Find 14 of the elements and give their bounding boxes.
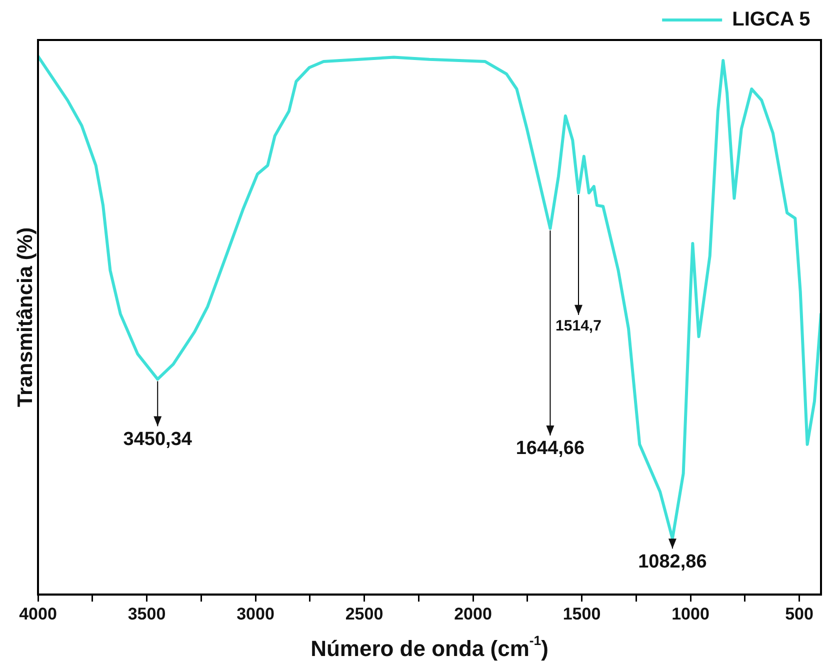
annotation: 1514,7	[556, 318, 602, 335]
x-tick-label: 1000	[672, 604, 710, 624]
y-axis-title: Transmitância (%)	[14, 227, 37, 408]
x-tick-label: 3000	[236, 604, 274, 624]
x-tick-label: 2000	[454, 604, 492, 624]
x-tick-label: 1500	[562, 604, 601, 624]
x-tick-label: 3500	[128, 604, 166, 624]
annotation: 3450,34	[123, 428, 192, 450]
x-tick-label: 500	[785, 604, 814, 624]
annotation: 1082,86	[638, 551, 707, 572]
x-tick-label: 2500	[345, 604, 384, 624]
annotation: 1644,66	[516, 438, 585, 460]
legend-label: LIGCA 5	[732, 8, 810, 31]
x-tick-label: 4000	[19, 604, 57, 624]
